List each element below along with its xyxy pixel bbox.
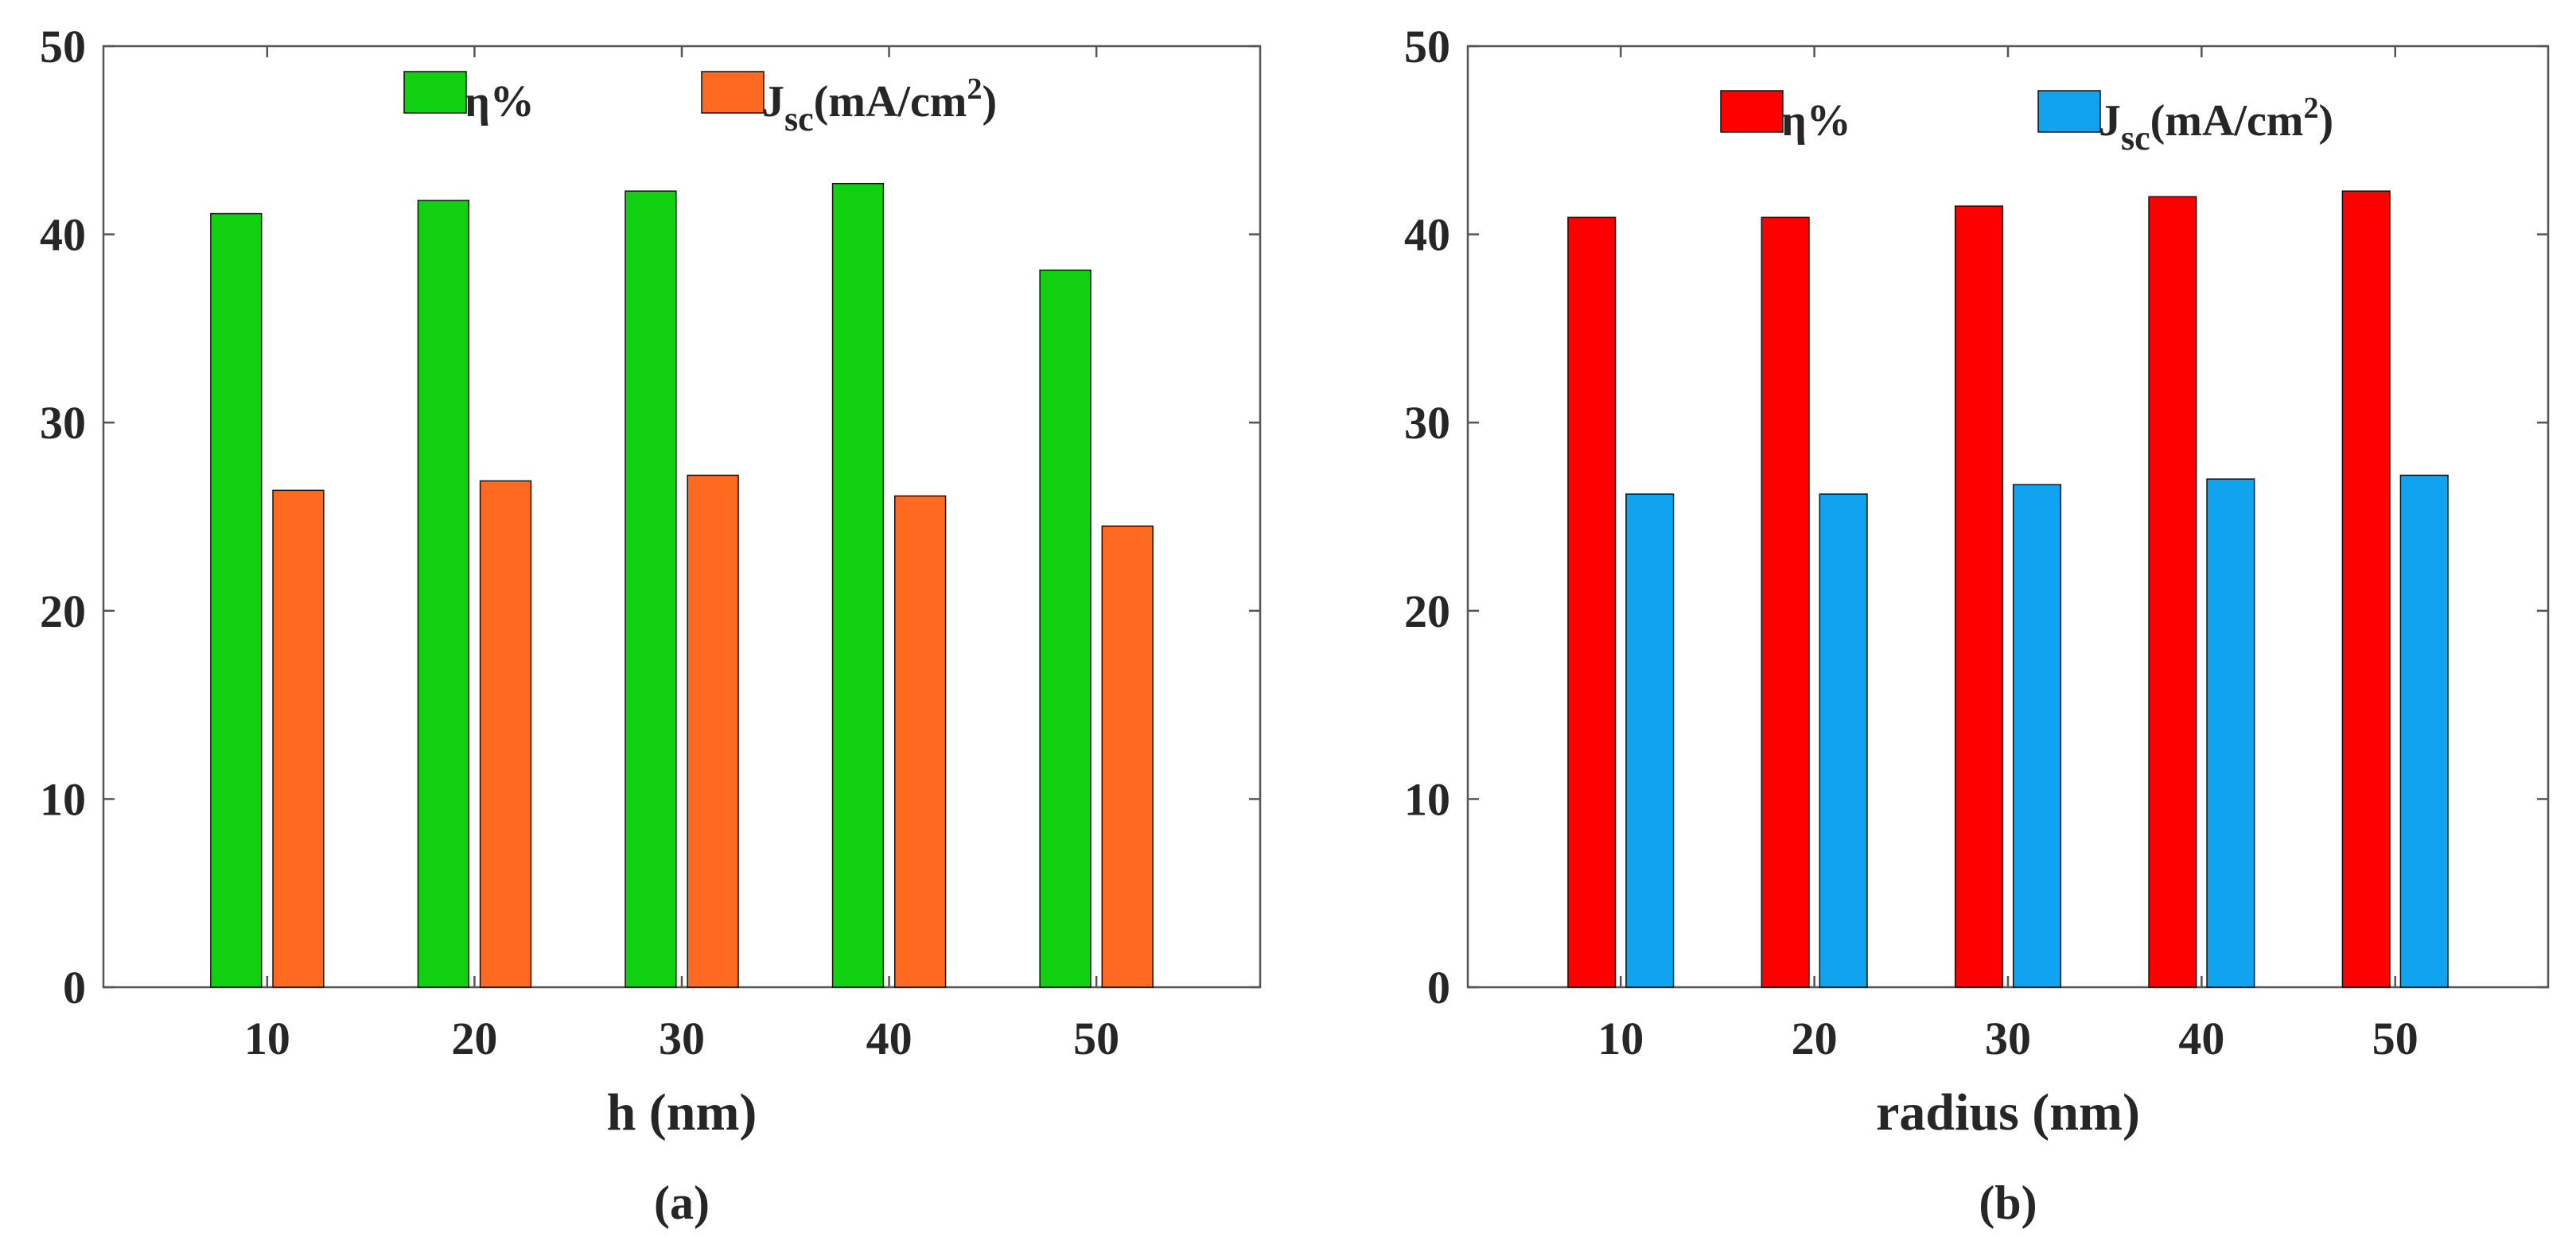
bar-jsc-10 xyxy=(272,489,325,988)
bar-jsc-40 xyxy=(2206,478,2255,988)
y-tick-label: 0 xyxy=(63,962,86,1013)
bar-jsc-10 xyxy=(1625,493,1675,988)
bar-eta-20 xyxy=(417,200,470,988)
legend-swatch-jsc xyxy=(2037,90,2101,133)
panel-label: (b) xyxy=(1979,1177,2037,1229)
legend-swatch-eta xyxy=(403,71,467,114)
y-tick-label: 40 xyxy=(1404,209,1450,261)
bar-eta-10 xyxy=(1567,216,1617,988)
x-tick-label: 30 xyxy=(659,1013,705,1064)
x-tick-label: 30 xyxy=(1985,1013,2031,1064)
y-tick-label: 0 xyxy=(1427,962,1450,1013)
bar-eta-40 xyxy=(831,182,885,988)
y-tick-label: 20 xyxy=(1404,585,1450,637)
bar-jsc-50 xyxy=(2399,474,2449,988)
panel-b: 0 10 20 30 40 50 10 20 30 40 50 radius (nm) (b) η% Jsc… xyxy=(1404,21,2550,1229)
x-tick-label: 10 xyxy=(1597,1013,1644,1064)
x-tick-label: 20 xyxy=(1792,1013,1838,1064)
bar-eta-10 xyxy=(210,212,263,988)
y-tick-label: 20 xyxy=(40,585,86,637)
x-tick-label: 20 xyxy=(451,1013,497,1064)
y-tick-label: 30 xyxy=(40,397,86,449)
bar-eta-30 xyxy=(625,190,677,988)
legend-label-eta: η% xyxy=(465,77,535,126)
legend-label-eta: η% xyxy=(1781,96,1851,146)
bar-jsc-40 xyxy=(893,495,947,988)
y-tick-label: 30 xyxy=(1404,397,1450,449)
bar-jsc-20 xyxy=(479,480,532,988)
x-tick-label: 50 xyxy=(1073,1013,1119,1064)
legend-swatch-jsc xyxy=(701,71,765,114)
bar-eta-30 xyxy=(1954,205,2004,988)
y-tick-label: 50 xyxy=(1404,21,1450,72)
x-tick-label: 40 xyxy=(866,1013,912,1064)
y-tick-label: 40 xyxy=(40,209,86,261)
y-tick-label: 50 xyxy=(40,21,86,72)
bar-jsc-30 xyxy=(687,474,739,988)
y-tick-label: 10 xyxy=(1404,773,1450,825)
x-axis-label: h (nm) xyxy=(607,1083,757,1142)
x-axis-label: radius (nm) xyxy=(1876,1083,2140,1142)
legend-label-jsc: Jsc(mA/cm2) xyxy=(762,72,997,138)
y-tick-label: 10 xyxy=(40,773,86,825)
x-tick-label: 10 xyxy=(244,1013,290,1064)
bar-jsc-30 xyxy=(2012,484,2062,988)
bar-eta-50 xyxy=(2341,190,2391,988)
bar-eta-20 xyxy=(1761,216,1810,988)
x-tick-label: 40 xyxy=(2178,1013,2224,1064)
bar-jsc-20 xyxy=(1819,493,1868,988)
x-tick-label: 50 xyxy=(2372,1013,2418,1064)
legend-swatch-eta xyxy=(1720,90,1784,133)
panel-label: (a) xyxy=(654,1177,710,1229)
bar-eta-40 xyxy=(2148,196,2197,988)
panel-a: 0 10 20 30 40 50 10 20 30 40 50 h (nm) (a) η% Jsc(mA/c… xyxy=(40,21,1262,1229)
bar-eta-50 xyxy=(1039,269,1091,988)
legend-label-jsc: Jsc(mA/cm2) xyxy=(2099,91,2333,158)
bar-jsc-50 xyxy=(1101,525,1154,988)
